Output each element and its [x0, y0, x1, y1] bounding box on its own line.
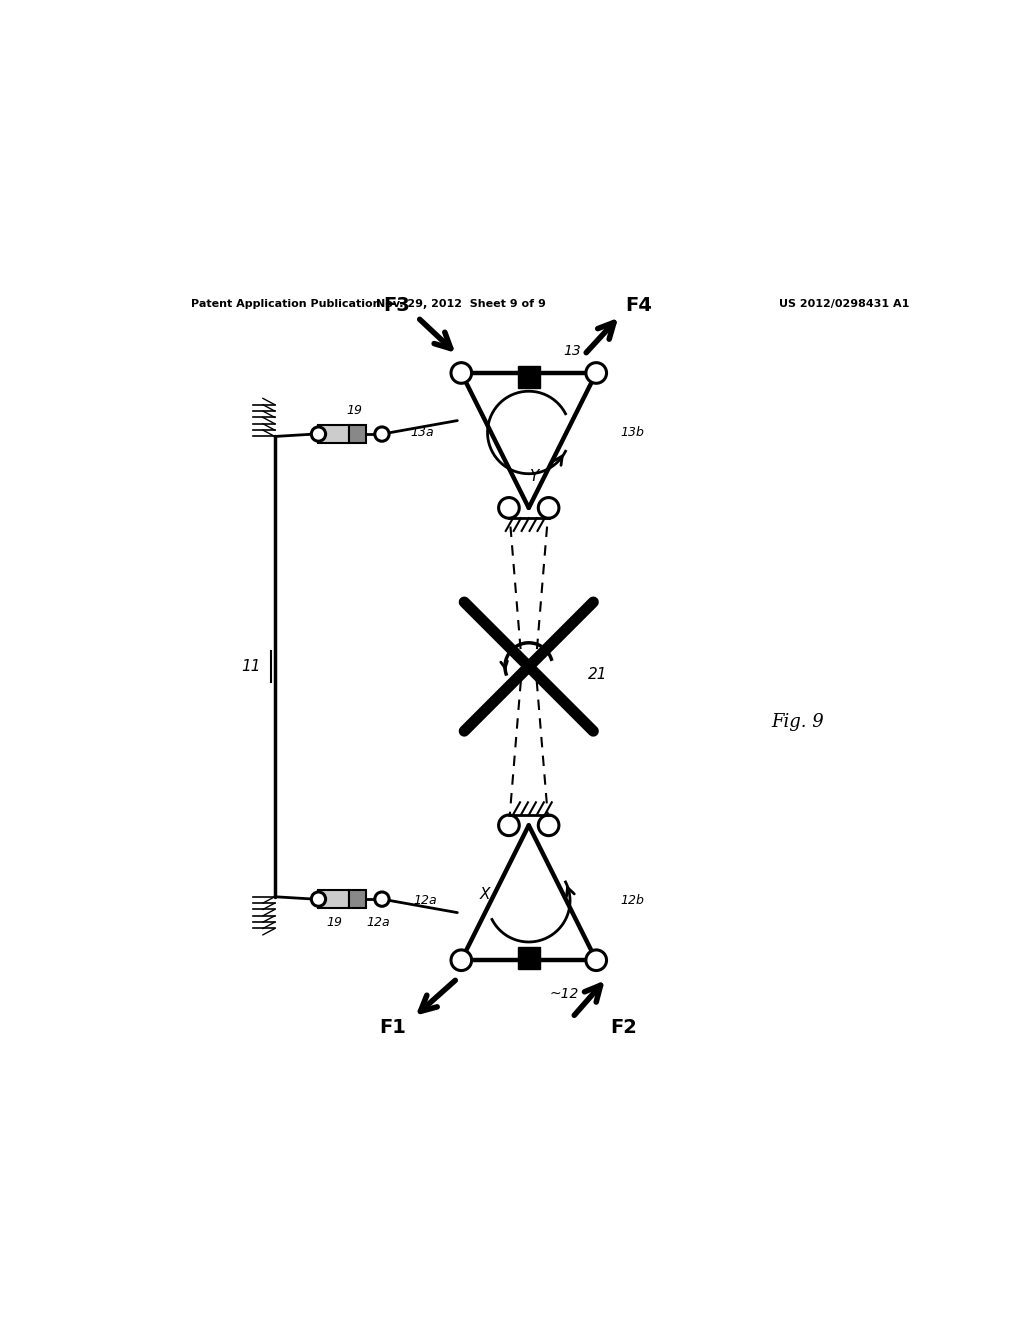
Text: 12a: 12a	[367, 916, 390, 929]
Text: Fig. 9: Fig. 9	[771, 713, 823, 731]
Bar	[318, 425, 349, 442]
Circle shape	[375, 426, 389, 441]
Circle shape	[539, 814, 559, 836]
Text: F3: F3	[383, 296, 410, 315]
Circle shape	[451, 363, 472, 383]
Circle shape	[586, 950, 606, 970]
Text: 19: 19	[327, 916, 342, 929]
Text: 11: 11	[241, 659, 260, 675]
Text: F4: F4	[625, 296, 651, 315]
Text: X: X	[480, 887, 490, 902]
Text: US 2012/0298431 A1: US 2012/0298431 A1	[778, 300, 909, 309]
Circle shape	[375, 892, 389, 907]
Text: 12b: 12b	[620, 894, 644, 907]
Bar	[318, 891, 349, 908]
Text: 13b: 13b	[620, 426, 644, 440]
Text: ~12: ~12	[550, 986, 580, 1001]
Circle shape	[586, 363, 606, 383]
Text: 19: 19	[346, 404, 362, 417]
Text: 13a: 13a	[410, 426, 433, 440]
Circle shape	[451, 950, 472, 970]
Text: Nov. 29, 2012  Sheet 9 of 9: Nov. 29, 2012 Sheet 9 of 9	[377, 300, 546, 309]
Bar	[518, 946, 540, 969]
Text: Patent Application Publication: Patent Application Publication	[191, 300, 381, 309]
Circle shape	[499, 498, 519, 519]
Bar	[349, 425, 367, 442]
Circle shape	[539, 498, 559, 519]
Bar	[349, 891, 367, 908]
Text: 21: 21	[588, 667, 608, 682]
Text: 13: 13	[563, 343, 582, 358]
Circle shape	[311, 426, 326, 441]
Text: F1: F1	[379, 1018, 406, 1038]
Text: Y: Y	[528, 469, 539, 483]
Text: F2: F2	[610, 1018, 637, 1038]
Bar	[518, 366, 540, 388]
Circle shape	[499, 814, 519, 836]
Text: 12a: 12a	[414, 894, 437, 907]
Circle shape	[311, 892, 326, 907]
